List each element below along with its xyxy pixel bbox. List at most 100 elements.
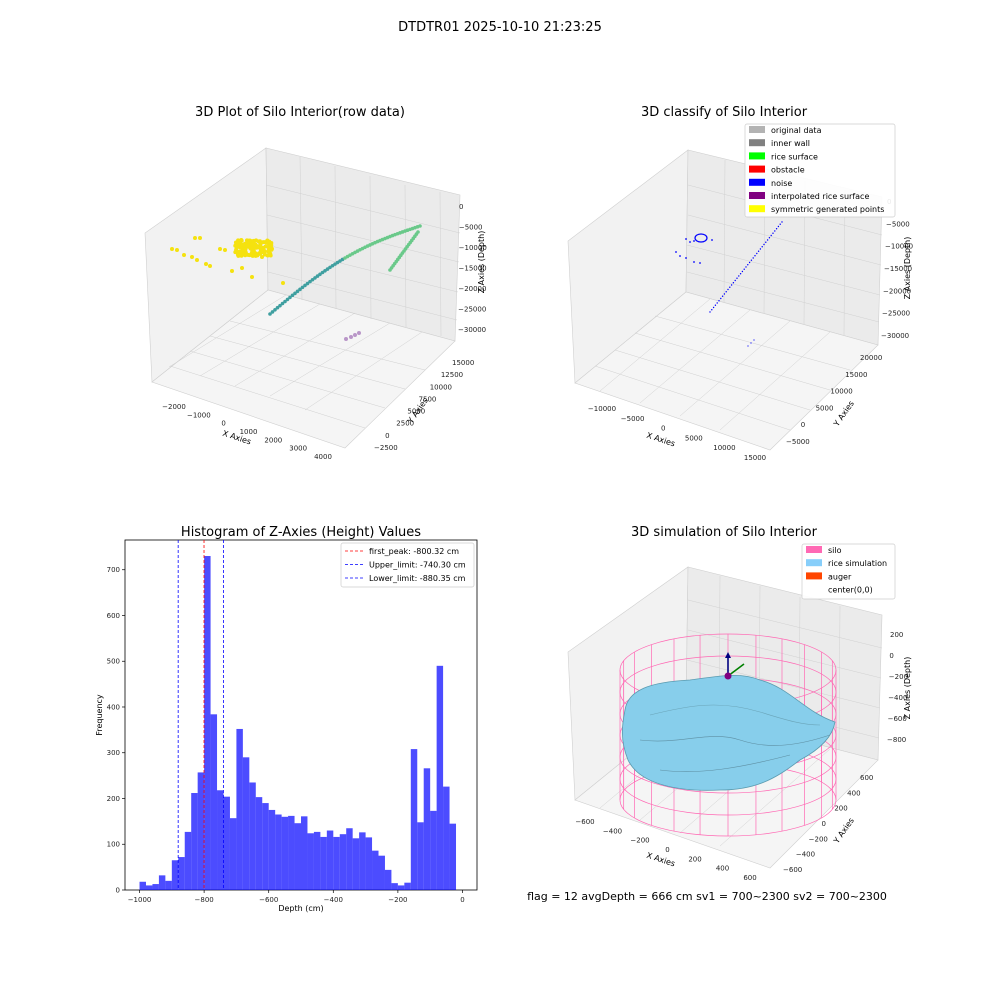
histogram-bar xyxy=(281,816,289,890)
z-tick-label: −20000 xyxy=(883,287,911,295)
histogram-ylabel: Frequency xyxy=(95,694,104,736)
cloud-point xyxy=(285,297,290,302)
noise-point xyxy=(736,277,738,279)
noise-point xyxy=(779,223,781,225)
legend-label: interpolated rice surface xyxy=(771,192,869,201)
y-tick-label: 300 xyxy=(107,749,120,757)
cloud-point xyxy=(260,255,264,259)
cloud-point xyxy=(293,291,297,296)
x-tick-label: −10000 xyxy=(588,405,616,413)
histogram-bar xyxy=(294,823,301,890)
cloud-point xyxy=(230,269,234,273)
rice-simulation-surface xyxy=(621,674,836,791)
panel2-axes-box xyxy=(567,149,883,451)
panel2-legend-entries: original data inner wall rice surface obsta… xyxy=(749,126,884,214)
auger-arrow-up xyxy=(725,652,731,658)
noise-point xyxy=(752,257,754,259)
histogram-bar xyxy=(339,834,347,890)
noise-point xyxy=(756,252,758,255)
histogram-bar xyxy=(217,790,224,890)
histogram-bar xyxy=(436,665,444,890)
legend-label: auger xyxy=(828,572,852,581)
z-tick-label: −25000 xyxy=(458,306,486,314)
cloud-point xyxy=(295,289,300,294)
noise-point xyxy=(750,342,752,344)
y-tick-label: 20000 xyxy=(860,354,882,362)
histogram-bar xyxy=(152,884,159,890)
y-tick-label: 5000 xyxy=(407,408,425,416)
x-tick-label: −1000 xyxy=(128,896,152,904)
cloud-point xyxy=(310,277,315,282)
histogram-bar xyxy=(404,882,411,890)
cloud-point xyxy=(269,247,274,252)
z-tick-label: −30000 xyxy=(881,332,909,340)
y-tick-label: 400 xyxy=(107,703,120,711)
histogram-bar xyxy=(372,850,379,890)
histogram-bar xyxy=(443,786,450,890)
cloud-point xyxy=(208,264,212,268)
cloud-point xyxy=(418,224,422,228)
histogram-bar xyxy=(384,869,392,890)
histogram-bar xyxy=(139,881,146,890)
cloud-point xyxy=(288,295,292,300)
y-tick-label: 15000 xyxy=(845,371,867,379)
panel2-noise-points xyxy=(675,221,783,347)
x-tick-label: 200 xyxy=(688,855,701,863)
y-tick-label: −5000 xyxy=(786,438,810,446)
panel4-legend-box xyxy=(801,543,896,600)
cloud-point xyxy=(266,253,271,258)
x-tick-label: −200 xyxy=(630,837,649,845)
histogram-xlabel: Depth (cm) xyxy=(278,904,323,913)
panel1-gridlines xyxy=(168,156,461,429)
cloud-point xyxy=(303,283,307,288)
histogram-bar xyxy=(307,833,314,890)
panel1-title: 3D Plot of Silo Interior(row data) xyxy=(195,105,405,120)
panel2-y-tick-labels: −5000 0 5000 10000 15000 20000 xyxy=(786,354,882,446)
cloud-point xyxy=(349,335,353,339)
cloud-point xyxy=(175,248,179,252)
y-tick-label: 7500 xyxy=(419,395,437,403)
suptitle: DTDTR01 2025-10-10 21:23:25 xyxy=(398,20,602,35)
legend-label: noise xyxy=(771,179,792,188)
panel4-xlabel: X Axies xyxy=(645,851,676,869)
y-tick-label: −600 xyxy=(783,866,802,874)
auger-glyph xyxy=(724,652,745,680)
panel2-floor xyxy=(574,291,879,451)
cloud-point xyxy=(170,247,174,251)
cloud-point xyxy=(270,310,275,314)
cloud-point xyxy=(195,258,199,262)
cloud-point xyxy=(281,281,285,285)
histogram-bar xyxy=(158,875,166,890)
legend-label: center(0,0) xyxy=(828,586,873,595)
noise-point xyxy=(766,239,769,241)
z-tick-label: 0 xyxy=(889,652,893,660)
z-tick-label: −25000 xyxy=(882,310,910,318)
histogram-x-ticks: −1000 −800 −600 −400 −200 0 xyxy=(128,890,465,904)
histogram-bar xyxy=(268,809,276,890)
x-tick-label: −600 xyxy=(575,818,594,826)
noise-point xyxy=(770,234,772,237)
x-tick-label: −2000 xyxy=(162,403,186,411)
legend-label: obstacle xyxy=(771,166,805,175)
cloud-point xyxy=(290,293,295,298)
histogram-bar xyxy=(262,803,269,890)
cloud-point xyxy=(320,270,325,275)
histogram-bar xyxy=(210,714,218,890)
histogram-bar xyxy=(197,772,205,890)
z-tick-label: −30000 xyxy=(458,326,486,334)
legend-label: inner wall xyxy=(771,139,810,148)
z-tick-label: −20000 xyxy=(458,285,486,293)
y-tick-label: 2500 xyxy=(396,420,414,428)
panel-simulation-3d: 3D simulation of Silo Interior xyxy=(567,525,912,882)
noise-point xyxy=(714,304,717,306)
histogram-bar xyxy=(417,822,424,890)
cloud-point xyxy=(268,312,272,316)
cloud-point xyxy=(250,253,255,258)
y-tick-label: 5000 xyxy=(816,404,834,412)
cloud-point xyxy=(298,287,302,292)
y-tick-label: 10000 xyxy=(430,383,452,391)
panel2-x-tick-labels: −10000 −5000 0 5000 10000 15000 xyxy=(588,405,766,462)
histogram-bar xyxy=(301,816,308,890)
y-tick-label: 0 xyxy=(385,432,389,440)
cloud-point xyxy=(190,255,194,259)
